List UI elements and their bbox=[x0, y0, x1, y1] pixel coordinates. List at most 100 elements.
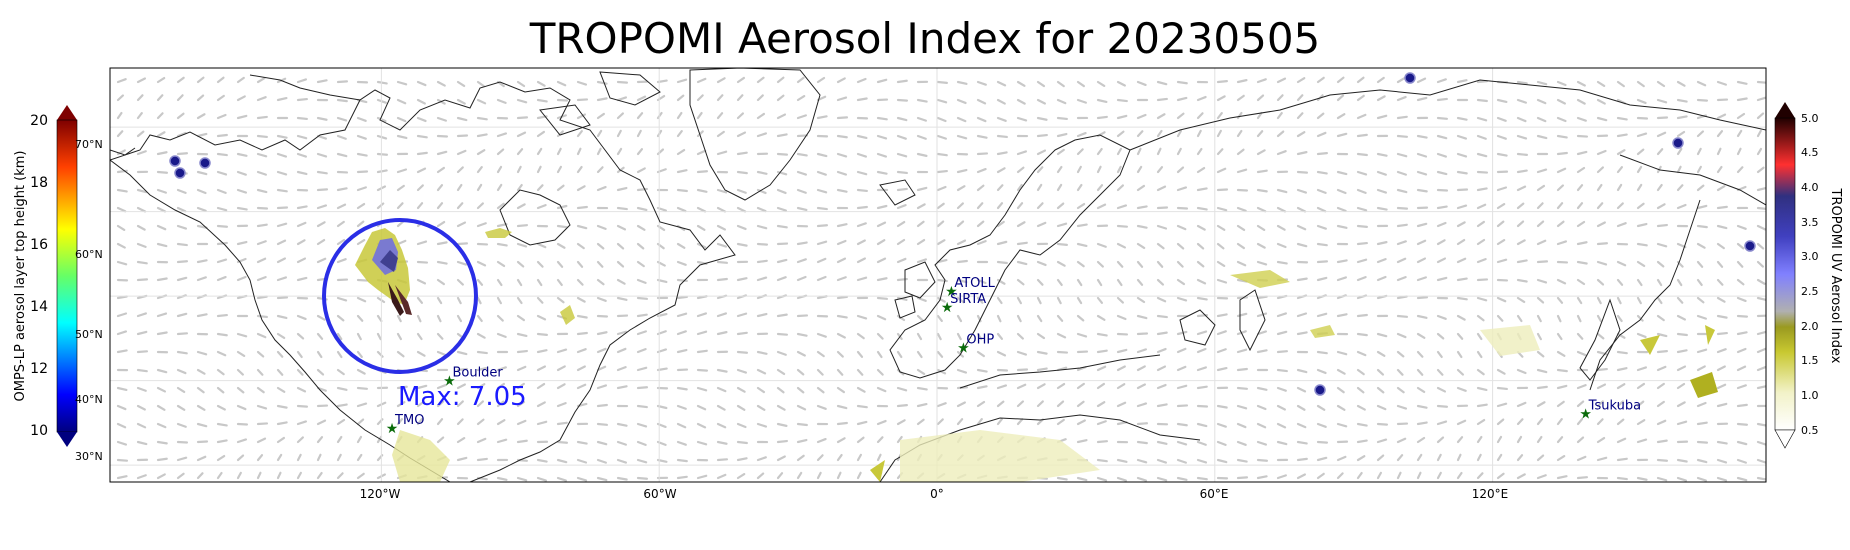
wind-arrow bbox=[876, 221, 887, 228]
wind-arrow bbox=[416, 418, 423, 426]
wind-arrow bbox=[556, 348, 568, 354]
wind-arrow bbox=[1176, 206, 1189, 210]
wind-arrow bbox=[156, 312, 168, 318]
wind-arrow bbox=[936, 402, 947, 408]
wind-arrow bbox=[476, 166, 483, 174]
wind-arrow bbox=[616, 112, 624, 120]
station-marker: ★ bbox=[957, 341, 970, 357]
wind-arrow bbox=[1556, 202, 1564, 210]
wind-arrow bbox=[876, 453, 882, 462]
wind-arrow bbox=[1056, 132, 1068, 138]
wind-arrow bbox=[476, 314, 483, 323]
wind-arrow bbox=[1176, 96, 1188, 102]
wind-arrow bbox=[776, 422, 788, 427]
wind-arrow bbox=[1536, 454, 1545, 462]
wind-arrow bbox=[1376, 404, 1387, 411]
wind-arrow bbox=[1496, 186, 1508, 192]
wind-arrow bbox=[1616, 278, 1624, 286]
wind-arrow bbox=[156, 368, 168, 374]
wind-arrow bbox=[836, 152, 848, 158]
wind-arrow bbox=[596, 476, 608, 482]
wind-arrow bbox=[556, 421, 568, 426]
wind-arrow bbox=[316, 368, 325, 376]
wind-arrow bbox=[1156, 260, 1164, 268]
wind-arrow bbox=[636, 187, 648, 192]
wind-arrow bbox=[1676, 203, 1687, 210]
wind-arrow bbox=[776, 224, 788, 229]
wind-arrow bbox=[1276, 312, 1287, 318]
wind-arrow bbox=[1056, 116, 1068, 121]
wind-arrow bbox=[696, 440, 708, 446]
wind-arrow bbox=[1116, 458, 1128, 463]
wind-arrow bbox=[1716, 440, 1728, 445]
wind-arrow bbox=[1056, 148, 1065, 156]
wind-arrow bbox=[116, 330, 128, 336]
wind-arrow bbox=[756, 132, 768, 138]
wind-arrow bbox=[1736, 112, 1746, 120]
wind-arrow bbox=[1656, 332, 1668, 338]
wind-arrow bbox=[1576, 278, 1586, 286]
wind-arrow bbox=[1516, 220, 1525, 228]
wind-arrow bbox=[676, 188, 688, 193]
wind-arrow bbox=[1196, 206, 1208, 211]
wind-arrow bbox=[1576, 166, 1586, 174]
station-label: TMO bbox=[394, 413, 424, 428]
wind-arrow bbox=[1196, 404, 1209, 408]
wind-arrow bbox=[616, 347, 627, 354]
wind-arrow bbox=[516, 242, 528, 248]
wind-arrow bbox=[1356, 152, 1368, 157]
wind-arrow bbox=[1696, 147, 1702, 156]
wind-arrow bbox=[1636, 332, 1647, 339]
wind-arrow bbox=[136, 404, 146, 411]
wind-arrow bbox=[136, 386, 147, 392]
wind-arrow bbox=[1456, 314, 1466, 321]
wind-arrow bbox=[1316, 188, 1327, 194]
wind-arrow bbox=[1016, 150, 1028, 156]
wind-arrow bbox=[1596, 418, 1604, 426]
wind-arrow bbox=[956, 332, 962, 341]
wind-arrow bbox=[396, 418, 404, 426]
wind-arrow bbox=[1236, 440, 1247, 446]
wind-arrow bbox=[956, 368, 968, 374]
wind-arrow bbox=[176, 350, 188, 355]
wind-arrow bbox=[436, 220, 446, 228]
wind-arrow bbox=[236, 188, 248, 194]
wind-arrow bbox=[1656, 183, 1663, 192]
wind-arrow bbox=[396, 98, 407, 105]
wind-arrow bbox=[1736, 347, 1747, 354]
wind-arrow bbox=[496, 476, 508, 481]
wind-arrow bbox=[716, 206, 727, 213]
wind-arrow bbox=[356, 435, 363, 444]
wind-arrow bbox=[256, 295, 268, 300]
wind-arrow bbox=[576, 331, 588, 336]
wind-arrow bbox=[476, 418, 485, 426]
wind-arrow bbox=[776, 188, 787, 195]
wind-arrow bbox=[256, 437, 267, 444]
wind-arrow bbox=[1656, 223, 1668, 228]
wind-arrow bbox=[1456, 332, 1464, 340]
wind-arrow bbox=[1316, 440, 1329, 444]
wind-arrow bbox=[956, 239, 967, 246]
wind-arrow bbox=[256, 115, 268, 120]
wind-arrow bbox=[536, 184, 544, 192]
wind-arrow bbox=[276, 152, 288, 158]
wind-arrow bbox=[856, 386, 866, 393]
wind-arrow bbox=[1276, 150, 1287, 156]
wind-arrow bbox=[856, 257, 866, 264]
wind-arrow bbox=[1736, 331, 1748, 336]
wind-arrow bbox=[116, 188, 128, 193]
wind-arrow bbox=[1516, 454, 1524, 462]
wind-arrow bbox=[756, 188, 767, 195]
lon-label: 0° bbox=[930, 487, 944, 501]
wind-arrow bbox=[356, 332, 362, 341]
wind-arrow bbox=[1336, 224, 1348, 229]
wind-arrow bbox=[296, 116, 308, 121]
wind-arrow bbox=[1096, 420, 1107, 426]
wind-arrow bbox=[1636, 242, 1648, 247]
wind-arrow bbox=[1676, 420, 1688, 426]
wind-arrow bbox=[756, 456, 767, 462]
wind-arrow bbox=[316, 79, 328, 84]
wind-arrow bbox=[916, 152, 928, 157]
wind-arrow bbox=[1216, 278, 1228, 284]
